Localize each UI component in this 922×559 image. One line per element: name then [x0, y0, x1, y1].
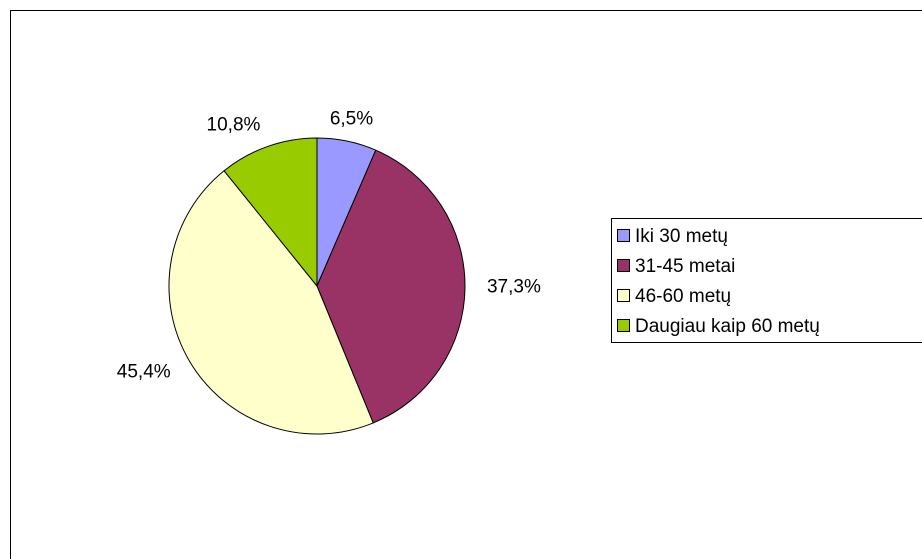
data-label: 37,3% [487, 277, 541, 298]
legend-swatch [617, 229, 630, 242]
legend-swatch [617, 259, 630, 272]
data-label: 45,4% [117, 362, 171, 383]
legend-label: Daugiau kaip 60 metų [635, 316, 820, 337]
pie-slice [168, 170, 374, 435]
pie-slice [223, 137, 318, 288]
pie-slice [316, 149, 466, 424]
legend-label: Iki 30 metų [635, 226, 728, 247]
legend-label: 46-60 metų [635, 286, 731, 307]
legend-box [611, 218, 922, 343]
legend: Iki 30 metų 31-45 metai 46-60 metų Daugiau … [617, 226, 820, 337]
legend-swatch [617, 289, 630, 302]
data-label: 10,8% [207, 115, 261, 136]
legend-label: 31-45 metai [635, 256, 735, 277]
pie: 6,5% 37,3% 45,4% 10,8% [117, 109, 541, 435]
data-label: 6,5% [330, 109, 373, 130]
legend-swatch [617, 319, 630, 332]
